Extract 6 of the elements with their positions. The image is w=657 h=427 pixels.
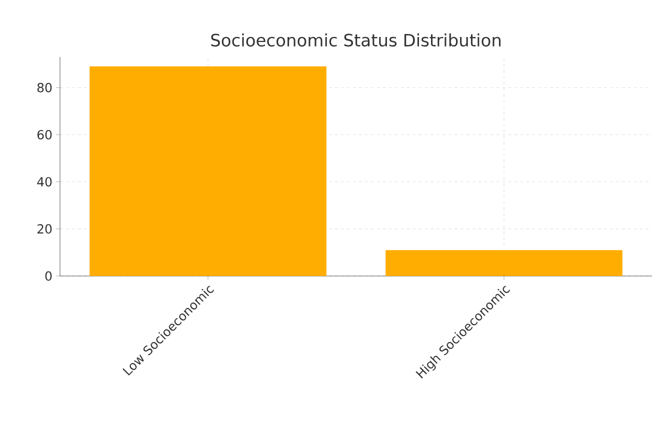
y-tick-label: 40 xyxy=(37,177,52,187)
y-tick-label: 20 xyxy=(37,224,52,234)
y-tick-label: 80 xyxy=(37,82,52,92)
chart-title: Socioeconomic Status Distribution xyxy=(211,33,501,47)
y-tick-label: 60 xyxy=(37,130,52,140)
y-tick-label: 0 xyxy=(45,271,52,281)
